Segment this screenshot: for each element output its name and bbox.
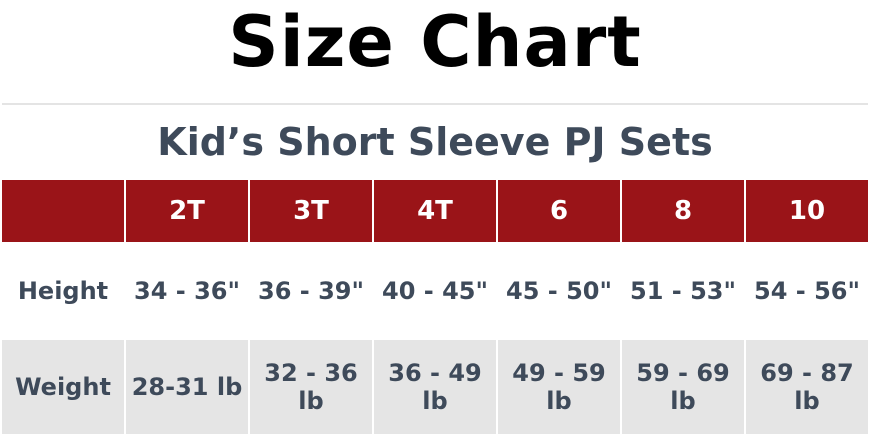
table-cell: 69 - 87 lb [744, 338, 870, 436]
row-label: Weight [0, 338, 126, 436]
size-header: 4T [372, 178, 498, 244]
table-row-weight: Weight 28-31 lb 32 - 36 lb 36 - 49 lb 49… [0, 338, 870, 436]
table-cell: 49 - 59 lb [496, 338, 622, 436]
row-label: Height [0, 242, 126, 340]
table-cell: 51 - 53" [620, 242, 746, 340]
size-header: 2T [124, 178, 250, 244]
page-title: Size Chart [228, 1, 642, 83]
table-cell: 32 - 36 lb [248, 338, 374, 436]
table-row-height: Height 34 - 36" 36 - 39" 40 - 45" 45 - 5… [0, 242, 870, 340]
table-cell: 54 - 56" [744, 242, 870, 340]
table-cell: 36 - 49 lb [372, 338, 498, 436]
corner-cell [0, 178, 126, 244]
table-cell: 59 - 69 lb [620, 338, 746, 436]
table-cell: 40 - 45" [372, 242, 498, 340]
header-row: 2T 3T 4T 6 8 10 [0, 178, 870, 244]
table-cell: 34 - 36" [124, 242, 250, 340]
size-header: 3T [248, 178, 374, 244]
size-header: 8 [620, 178, 746, 244]
table-cell: 28-31 lb [124, 338, 250, 436]
table-cell: 36 - 39" [248, 242, 374, 340]
subtitle: Kid’s Short Sleeve PJ Sets [157, 120, 713, 164]
size-header: 6 [496, 178, 622, 244]
size-table: 2T 3T 4T 6 8 10 Height 34 - 36" 36 - 39"… [0, 178, 870, 436]
table-cell: 45 - 50" [496, 242, 622, 340]
divider [2, 103, 868, 105]
size-header: 10 [744, 178, 870, 244]
